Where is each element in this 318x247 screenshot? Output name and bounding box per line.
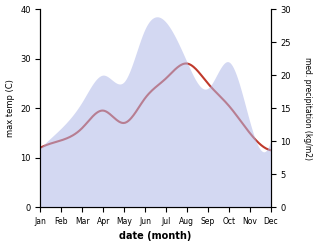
Y-axis label: med. precipitation (kg/m2): med. precipitation (kg/m2) <box>303 57 313 160</box>
Y-axis label: max temp (C): max temp (C) <box>5 79 15 137</box>
X-axis label: date (month): date (month) <box>119 231 192 242</box>
